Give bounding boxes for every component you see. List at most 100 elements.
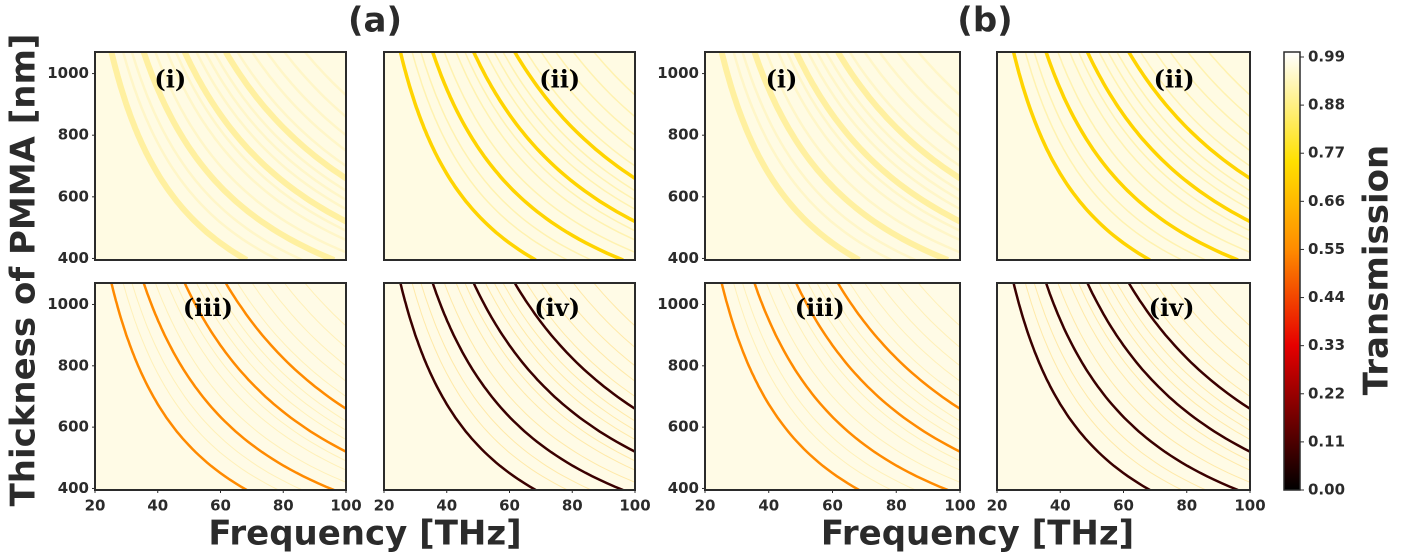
resonance-curve <box>484 52 635 211</box>
panel-label: (iii) <box>183 293 233 322</box>
y-tick-label: 800 <box>668 126 699 144</box>
resonance-curve <box>183 283 346 454</box>
resonance-curve <box>431 283 624 490</box>
x-tick-label: 20 <box>374 497 395 515</box>
resonance-curve <box>122 283 279 490</box>
resonance-curve <box>1169 52 1250 137</box>
resonance-curve <box>863 52 960 153</box>
y-tick-label: 600 <box>668 418 699 436</box>
resonance-curve <box>526 283 635 398</box>
x-tick-label: 100 <box>1234 497 1265 515</box>
y-tick-label: 600 <box>58 187 89 205</box>
resonance-curve <box>815 52 960 202</box>
resonance-curve <box>304 283 346 327</box>
resonance-curve <box>472 283 635 454</box>
resonance-curve <box>1069 283 1250 471</box>
colorbar-tick-label: 0.44 <box>1308 288 1345 306</box>
panel-frame <box>704 51 961 261</box>
resonance-curve <box>1154 283 1250 382</box>
resonance-curve <box>849 283 960 398</box>
resonance-curve <box>1116 283 1250 422</box>
y-tick-label: 1000 <box>657 295 699 313</box>
resonance-curve <box>204 283 346 431</box>
colorbar-label: Transmission <box>1357 145 1397 395</box>
resonance-curve <box>251 283 346 382</box>
resonance-curve <box>213 283 346 422</box>
resonance-curve <box>917 283 960 327</box>
resonance-curve <box>1140 283 1250 398</box>
x-tick-label: 40 <box>147 497 168 515</box>
resonance-curve <box>455 283 635 471</box>
resonance-curve <box>493 52 635 201</box>
resonance-curve <box>464 283 635 462</box>
resonance-curve <box>825 283 960 422</box>
x-tick-label: 80 <box>1176 497 1197 515</box>
resonance-curve <box>1077 52 1250 232</box>
resonance-curve <box>196 283 346 440</box>
panel-background <box>95 283 346 490</box>
resonance-curve <box>720 283 860 490</box>
resonance-curve <box>806 52 960 211</box>
resonance-curve <box>864 283 960 382</box>
resonance-curve <box>593 283 635 327</box>
resonance-curve <box>795 283 960 454</box>
y-tick-label: 800 <box>58 126 89 144</box>
x-tick-label: 20 <box>85 497 106 515</box>
resonance-curve <box>108 52 249 260</box>
panel-background <box>384 52 635 260</box>
colorbar-tick-label: 0.55 <box>1308 240 1345 258</box>
resonance-curve <box>777 283 960 471</box>
panel-label: (iv) <box>534 293 580 322</box>
resonance-curve <box>1187 283 1250 348</box>
panel-background <box>384 283 635 490</box>
resonance-curve <box>154 52 346 254</box>
resonance-curve <box>1139 52 1250 167</box>
resonance-curve <box>572 52 635 118</box>
resonance-curve <box>1154 52 1250 152</box>
colorbar-tick-label: 0.11 <box>1308 432 1345 450</box>
y-tick-label: 1000 <box>47 295 89 313</box>
resonance-curve <box>212 52 346 193</box>
resonance-curve <box>443 283 635 483</box>
panel-curves <box>399 283 635 490</box>
resonance-curve <box>718 52 861 260</box>
resonance-curve <box>879 283 960 367</box>
resonance-curve <box>443 52 635 254</box>
x-tick-label: 60 <box>822 497 843 515</box>
resonance-curve <box>236 52 346 168</box>
panel-background <box>997 52 1250 260</box>
x-axis-label: Frequency [THz] <box>208 514 521 554</box>
y-tick-label: 1000 <box>657 64 699 82</box>
resonance-curve <box>836 283 960 411</box>
resonance-curve <box>1057 283 1250 483</box>
resonance-curve <box>399 283 537 490</box>
panel-label: (iii) <box>795 293 845 322</box>
resonance-curve <box>824 52 960 193</box>
panel-label: (ii) <box>1154 64 1195 93</box>
panel-curves <box>1011 52 1250 260</box>
y-tick-label: 600 <box>668 187 699 205</box>
resonance-curve <box>502 283 635 422</box>
resonance-curve <box>1208 283 1250 327</box>
resonance-curve <box>1098 52 1250 211</box>
resonance-curve <box>110 283 248 490</box>
resonance-curve <box>420 283 592 490</box>
resonance-curve <box>896 52 960 119</box>
resonance-curve <box>1069 52 1250 241</box>
x-tick-label: 100 <box>330 497 361 515</box>
panel-curves <box>1012 283 1250 490</box>
resonance-curve <box>807 283 960 440</box>
resonance-curve <box>848 52 960 168</box>
panel-background <box>997 283 1250 490</box>
y-tick-label: 1000 <box>47 64 89 82</box>
resonance-curve <box>1127 52 1250 181</box>
resonance-curve <box>786 283 960 462</box>
resonance-curve <box>175 283 346 462</box>
colorbar-tick-label: 0.66 <box>1308 192 1345 210</box>
resonance-curve <box>1033 52 1207 260</box>
resonance-curve <box>732 52 892 260</box>
resonance-curve <box>204 52 346 202</box>
resonance-curve <box>540 283 635 382</box>
x-tick-label: 60 <box>210 497 231 515</box>
